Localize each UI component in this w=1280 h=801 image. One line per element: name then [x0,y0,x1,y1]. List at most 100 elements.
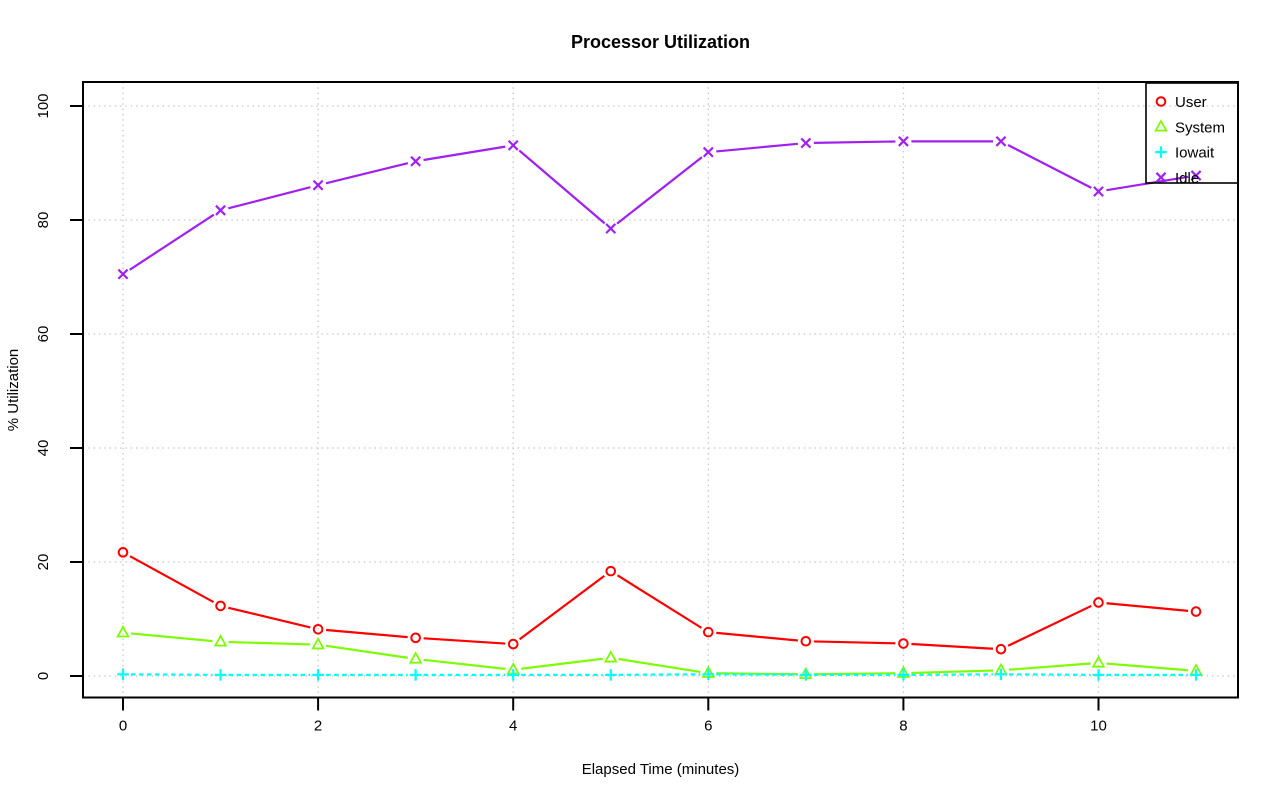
y-axis-title: % Utilization [5,348,22,432]
user-marker [605,565,617,577]
system-marker [408,651,423,664]
series-segment [1106,662,1189,672]
user-marker [898,638,909,649]
legend-box [1145,82,1239,184]
user-marker [800,635,812,647]
x-tick-label: 8 [899,718,907,735]
series-segment [325,628,408,639]
user-marker [410,632,421,644]
idle-marker [995,135,1007,147]
iowait-marker [507,669,519,681]
series-segment [813,672,896,676]
series-idle [117,135,1202,280]
iowait-marker [409,669,422,681]
series-segment [1106,602,1189,612]
series-segment [1008,662,1091,671]
series-segment [521,657,603,670]
x-tick-label: 6 [704,718,712,735]
y-tick-label: 20 [35,554,52,571]
series-segment [129,555,215,604]
series-segment [716,142,798,153]
iowait-marker [312,669,324,681]
legend-system-marker [1154,119,1168,132]
series-iowait [117,668,1202,681]
idle-marker [117,268,129,280]
series-segment [130,632,213,643]
legend-user-marker [1155,96,1167,107]
user-marker [702,626,714,638]
system-marker [213,634,228,647]
x-tick-label: 10 [1090,718,1107,735]
series-segment [423,637,506,645]
x-tick-label: 2 [314,718,322,735]
idle-marker [215,204,226,216]
series-user [117,547,1202,655]
iowait-marker [800,669,812,681]
series-segment [518,149,606,225]
x-tick-label: 0 [119,718,127,735]
chart-title: Processor Utilization [570,32,751,52]
series-segment [228,186,311,210]
series-segment [325,644,408,659]
series-segment [813,640,896,645]
legend-label-iowait: Iowait [1175,145,1215,162]
y-tick-label: 0 [35,672,52,680]
system-marker [116,625,130,638]
iowait-marker [1092,669,1105,681]
series-segment [911,642,994,650]
system-marker [1091,655,1106,668]
y-tick-label: 80 [35,212,52,229]
legend-label-user: User [1175,94,1207,111]
legend: User System Iowait Idle [1145,82,1239,187]
idle-marker [507,139,519,151]
legend-iowait-marker [1155,146,1167,158]
user-marker [215,600,226,612]
system-marker [311,636,325,650]
iowait-marker [604,669,617,681]
legend-label-idle: Idle [1175,170,1199,187]
user-marker [117,547,129,558]
series-segment [813,140,896,145]
series-segment [911,669,993,675]
series-segment [325,162,409,185]
series-segment [616,156,703,225]
grid [83,82,1238,698]
iowait-marker [897,669,910,681]
idle-marker [410,155,422,167]
legend-label-system: System [1175,119,1225,136]
idle-marker [800,137,812,149]
series-system [116,625,1203,679]
idle-marker [898,135,909,147]
series-segment [228,606,311,629]
idle-marker [605,223,617,234]
idle-marker [312,179,324,191]
user-marker [995,643,1007,655]
series-segment [423,658,506,670]
x-axis-title: Elapsed Time (minutes) [581,761,740,778]
idle-marker [1093,186,1104,197]
x-tick-label: 4 [509,718,517,735]
legend-idle-marker [1155,172,1167,183]
y-tick-label: 100 [35,93,52,118]
series-segment [518,575,606,641]
idle-marker [702,146,714,158]
series-segment [423,145,506,162]
y-tick-label: 60 [35,326,52,343]
series-segment [618,657,701,674]
y-tick-label: 40 [35,440,52,457]
iowait-marker [1190,669,1202,681]
user-marker [312,623,324,635]
series-segment [129,213,215,271]
series-segment [228,640,311,646]
iowait-marker [117,668,129,681]
user-marker [1190,606,1202,617]
series-segment [616,574,703,629]
user-marker [1093,597,1104,608]
plot-border [82,81,1239,699]
series-segment [1007,604,1092,647]
user-marker [507,638,519,650]
series-segment [716,631,798,642]
